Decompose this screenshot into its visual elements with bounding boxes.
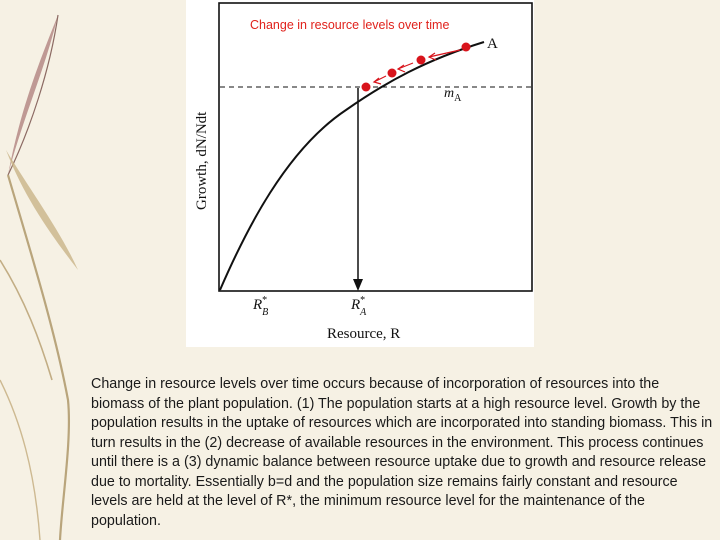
x-tick-label-rb: R* B	[252, 295, 268, 318]
trajectory-arrowhead-1	[427, 52, 437, 61]
chart-title: Change in resource levels over time	[250, 18, 449, 32]
figure-caption: Change in resource levels over time occu…	[91, 376, 713, 529]
trajectory-arrowhead-2	[396, 64, 406, 73]
mortality-label: mA	[444, 86, 462, 104]
curve-label: A	[487, 36, 498, 52]
y-axis-label: Growth, dN/Ndt	[194, 111, 210, 210]
growth-curve	[219, 41, 485, 291]
trajectory-point-4	[361, 82, 371, 92]
trajectory-arrowhead-3	[372, 77, 382, 85]
equilibrium-arrowhead	[353, 279, 363, 291]
resource-growth-chart: Change in resource levels over time A mA	[194, 2, 533, 342]
x-axis-label: Resource, R	[327, 326, 400, 342]
trajectory-point-3	[387, 68, 397, 78]
leaf-decoration	[0, 14, 78, 540]
trajectory-arrow-1	[428, 49, 461, 58]
plot-frame	[218, 2, 533, 292]
trajectory-point-1	[461, 42, 471, 52]
figure-panel: Change in resource levels over time A mA	[186, 0, 534, 347]
trajectory-point-2	[416, 55, 426, 65]
resource-trajectory	[361, 42, 471, 92]
x-tick-label-ra: R* A	[350, 295, 367, 318]
